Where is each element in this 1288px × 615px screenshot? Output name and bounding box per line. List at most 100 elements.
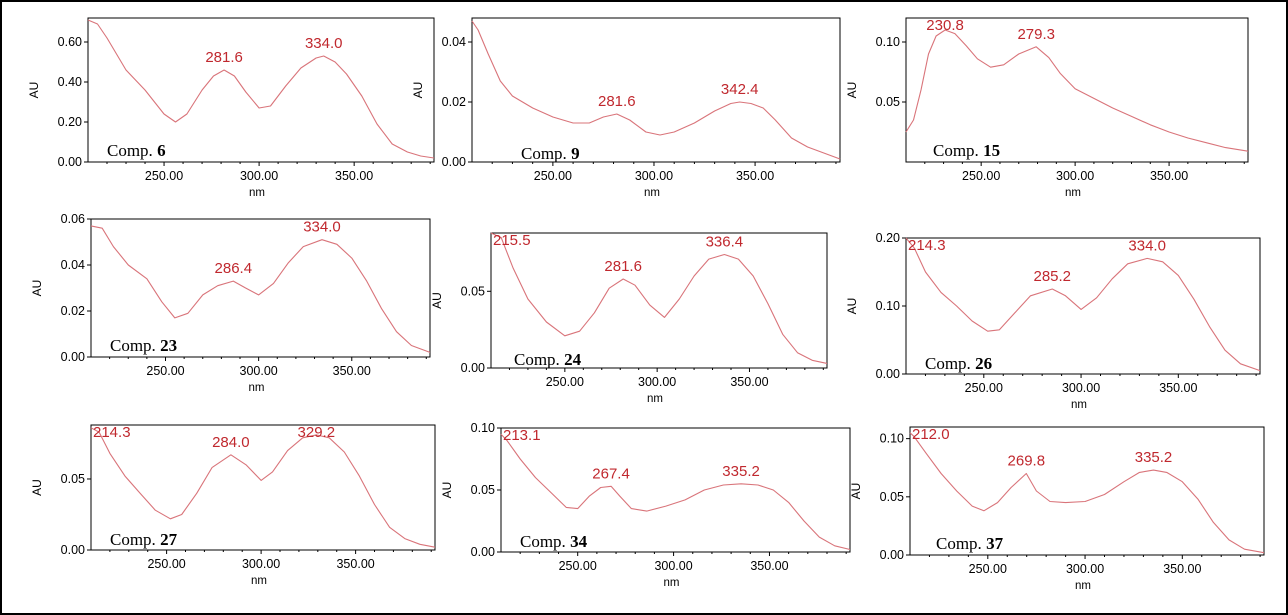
compound-label: Comp. 23	[110, 336, 177, 355]
compound-label: Comp. 24	[514, 350, 582, 369]
x-tick-label: 300.00	[1056, 169, 1094, 183]
x-tick-label: 250.00	[546, 375, 584, 389]
peak-label: 214.3	[908, 237, 946, 254]
peak-label: 334.0	[305, 35, 343, 52]
spectrum-line	[905, 237, 1261, 372]
x-tick-label: 350.00	[1159, 381, 1197, 395]
compound-label: Comp. 34	[520, 532, 588, 551]
x-tick-label: 300.00	[240, 364, 278, 378]
spectrum-panel-9: 250.00 300.00 350.00 0.00 0.02 0.04 nm AU 281.6 3…	[411, 17, 841, 199]
spectrum-line	[909, 432, 1265, 554]
spectrum-panel-27: 250.00 300.00 350.00 0.00 0.05 nm AU 214.3 284.0…	[30, 424, 436, 587]
peak-label: 214.3	[93, 424, 131, 441]
x-tick-label: 250.00	[145, 169, 183, 183]
y-tick-label: 0.40	[58, 75, 82, 89]
peak-label: 286.4	[215, 260, 253, 277]
x-tick-label: 350.00	[1150, 169, 1188, 183]
x-tick-label: 350.00	[335, 169, 373, 183]
compound-label: Comp. 6	[107, 141, 166, 160]
peak-label: 285.2	[1033, 268, 1071, 285]
y-axis-title: AU	[411, 82, 425, 99]
y-tick-label: 0.10	[876, 35, 900, 49]
y-tick-label: 0.04	[442, 35, 466, 49]
peak-label: 329.2	[298, 424, 336, 441]
y-axis-title: AU	[430, 292, 444, 309]
x-tick-label: 350.00	[730, 375, 768, 389]
spectrum-line	[905, 29, 1249, 152]
spectrum-panel-6: 250.00 300.00 350.00 0.00 0.20 0.40 0.60 nm AU 28…	[27, 17, 435, 199]
x-tick-label: 300.00	[240, 169, 278, 183]
peak-label: 336.4	[706, 233, 744, 250]
y-axis-title: AU	[440, 482, 454, 499]
x-axis-title: nm	[1075, 580, 1091, 592]
spectrum-panel-24: 250.00 300.00 350.00 0.00 0.05 nm AU 215.5 281.6…	[430, 232, 828, 405]
y-tick-label: 0.10	[880, 432, 904, 446]
spectrum-panel-34: 250.00 300.00 350.00 0.00 0.05 0.10 nm AU 213.1 2…	[440, 421, 851, 589]
x-tick-label: 350.00	[736, 169, 774, 183]
x-tick-label: 300.00	[654, 559, 692, 573]
x-tick-label: 250.00	[534, 169, 572, 183]
spectrum-line	[500, 433, 851, 551]
compound-label: Comp. 27	[110, 530, 178, 549]
y-tick-label: 0.00	[880, 548, 904, 562]
y-axis-title: AU	[849, 483, 863, 500]
plot-area	[471, 17, 841, 163]
y-tick-label: 0.00	[61, 543, 85, 557]
x-tick-label: 250.00	[147, 557, 185, 571]
y-tick-label: 0.00	[58, 155, 82, 169]
peak-label: 342.4	[721, 81, 759, 98]
y-tick-label: 0.20	[58, 115, 82, 129]
peak-label: 284.0	[212, 434, 250, 451]
y-tick-label: 0.02	[61, 304, 85, 318]
x-tick-label: 250.00	[965, 381, 1003, 395]
y-tick-label: 0.05	[461, 284, 485, 298]
spectrum-line	[90, 225, 431, 353]
plot-area	[90, 424, 436, 551]
y-tick-label: 0.00	[876, 367, 900, 381]
y-tick-label: 0.02	[442, 95, 466, 109]
y-tick-label: 0.10	[471, 421, 495, 435]
plot-area	[490, 232, 828, 369]
y-tick-label: 0.00	[61, 350, 85, 364]
y-tick-label: 0.05	[880, 490, 904, 504]
x-axis-title: nm	[1071, 399, 1087, 411]
peak-label: 269.8	[1008, 453, 1046, 470]
x-axis-title: nm	[1065, 187, 1081, 199]
plot-area	[90, 218, 431, 358]
plot-area	[905, 237, 1261, 375]
spectrum-panel-15: 250.00 300.00 350.00 0.05 0.10 nm AU 230.8 279.3…	[845, 17, 1249, 199]
spectrum-line	[490, 232, 828, 364]
y-tick-label: 0.10	[876, 299, 900, 313]
spectrum-panel-37: 250.00 300.00 350.00 0.00 0.05 0.10 nm AU 212.0 2…	[849, 426, 1265, 592]
y-tick-label: 0.20	[876, 231, 900, 245]
y-axis-title: AU	[27, 82, 41, 99]
compound-label: Comp. 37	[936, 534, 1004, 553]
peak-label: 230.8	[926, 17, 964, 34]
compound-label: Comp. 9	[521, 144, 580, 163]
x-tick-label: 300.00	[1066, 562, 1104, 576]
y-tick-label: 0.04	[61, 258, 85, 272]
peak-label: 335.2	[1135, 449, 1173, 466]
peak-label: 281.6	[604, 258, 642, 275]
peak-label: 213.1	[503, 427, 541, 444]
x-tick-label: 250.00	[962, 169, 1000, 183]
plot-area	[500, 427, 851, 553]
peak-label: 281.6	[598, 93, 636, 110]
x-tick-label: 300.00	[638, 375, 676, 389]
spectrum-line	[90, 427, 436, 548]
spectrum-line	[471, 20, 841, 160]
y-axis-title: AU	[845, 298, 859, 315]
y-tick-label: 0.60	[58, 35, 82, 49]
plot-area	[909, 426, 1265, 556]
spectrum-panel-23: 250.00 300.00 350.00 0.00 0.02 0.04 0.06 nm AU 28…	[30, 212, 431, 394]
spectra-panels: 250.00 300.00 350.00 0.00 0.20 0.40 0.60 nm AU 28…	[27, 17, 1265, 592]
x-axis-title: nm	[644, 187, 660, 199]
peak-label: 335.2	[722, 463, 760, 480]
compound-label: Comp. 26	[925, 354, 992, 373]
x-tick-label: 350.00	[750, 559, 788, 573]
y-tick-label: 0.05	[471, 483, 495, 497]
x-axis-title: nm	[249, 187, 265, 199]
peak-label: 334.0	[303, 219, 341, 236]
